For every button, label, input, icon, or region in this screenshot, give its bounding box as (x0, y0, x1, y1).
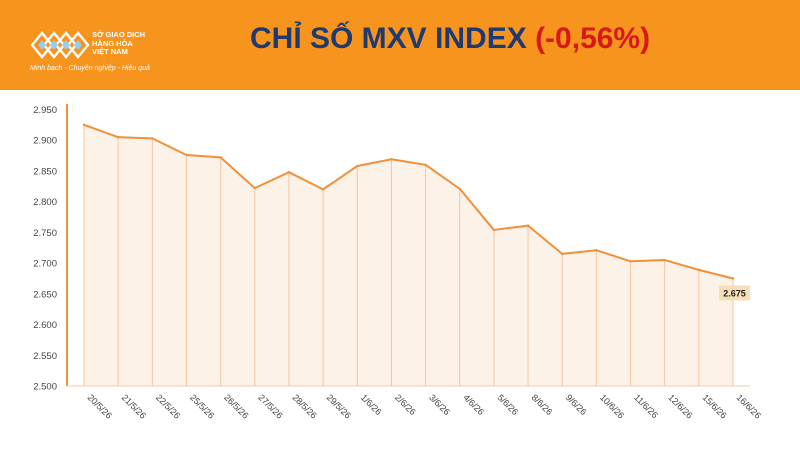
org-line-1: SỞ GIAO DỊCH (92, 30, 146, 39)
data-point (253, 186, 256, 190)
data-point (219, 156, 222, 159)
y-tick-label: 2.800 (33, 197, 57, 208)
y-tick-label: 2.900 (33, 136, 57, 147)
x-tick-label: 15/6/26 (700, 392, 728, 420)
y-tick-label: 2.600 (33, 320, 57, 331)
x-tick-label: 11/6/26 (632, 392, 660, 420)
x-tick-label: 2/6/26 (393, 392, 418, 417)
org-line-2: HÀNG HÓA (92, 38, 133, 48)
data-point (663, 258, 666, 262)
y-tick-label: 2.700 (33, 259, 57, 270)
x-tick-label: 12/6/26 (666, 392, 694, 420)
y-tick-label: 2.950 (33, 105, 57, 116)
x-tick-label: 20/5/26 (86, 392, 114, 420)
data-point (390, 158, 393, 161)
x-tick-label: 28/5/26 (291, 392, 319, 420)
x-tick-label: 3/6/26 (427, 392, 452, 417)
data-point (151, 137, 154, 140)
last-value-label: 2.675 (723, 288, 746, 298)
y-tick-label: 2.750 (33, 228, 57, 239)
data-point (116, 135, 120, 139)
x-tick-label: 1/6/26 (359, 392, 384, 417)
x-tick-label: 5/6/26 (495, 392, 520, 417)
data-point (629, 260, 632, 263)
data-point (595, 249, 598, 252)
y-tick-label: 2.850 (33, 166, 57, 177)
data-point (287, 170, 291, 174)
data-point (185, 153, 188, 157)
x-tick-label: 27/5/26 (256, 392, 284, 420)
x-tick-label: 9/6/26 (564, 392, 589, 417)
x-tick-label: 10/6/26 (598, 392, 626, 420)
x-tick-label: 8/6/26 (530, 392, 555, 417)
y-tick-label: 2.500 (33, 382, 57, 393)
x-tick-label: 16/6/26 (735, 392, 763, 420)
x-tick-label: 25/5/26 (188, 392, 216, 420)
x-tick-label: 4/6/26 (461, 392, 486, 417)
data-point (321, 188, 325, 191)
x-tick-label: 22/5/26 (154, 392, 182, 420)
organization-name: SỞ GIAO DỊCH HÀNG HÓA VIỆT NAM (92, 30, 146, 57)
data-point (731, 277, 735, 280)
x-tick-label: 21/5/26 (120, 392, 148, 420)
mxv-logo-icon (30, 31, 90, 59)
y-tick-label: 2.650 (33, 289, 57, 300)
data-point (458, 187, 461, 190)
data-point (492, 228, 496, 232)
header-background (0, 0, 800, 90)
page-title: CHỈ SỐ MXV INDEX (-0,56%) (250, 22, 650, 56)
area-fill (84, 124, 733, 386)
data-point (526, 224, 530, 227)
title-main: CHỈ SỐ MXV INDEX (250, 22, 527, 55)
title-change: (-0,56%) (535, 22, 651, 55)
mxv-index-line-chart: 2.500 2.550 2.600 2.650 2.700 2.750 2.800 2.850… (33, 104, 763, 421)
header: SỞ GIAO DỊCH HÀNG HÓA VIỆT NAM Minh bạch… (0, 0, 800, 90)
org-line-3: VIỆT NAM (92, 47, 128, 56)
slogan: Minh bạch - Chuyên nghiệp - Hiệu quả (30, 65, 150, 72)
data-point (697, 268, 701, 272)
x-tick-label: 26/5/26 (222, 392, 250, 420)
data-point (424, 163, 427, 166)
y-tick-label: 2.550 (33, 351, 57, 362)
last-value-label-bg (719, 285, 750, 301)
data-point (82, 123, 86, 127)
data-point (561, 252, 564, 256)
data-point (356, 164, 359, 168)
x-tick-label: 29/5/26 (325, 392, 353, 420)
series-line (83, 123, 734, 280)
